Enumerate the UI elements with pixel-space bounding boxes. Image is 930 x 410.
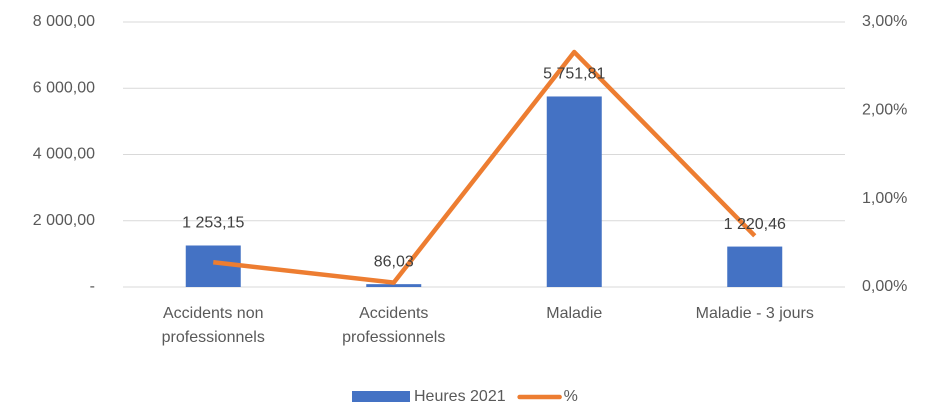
- data-label: 1 253,15: [182, 215, 244, 232]
- line: [212, 49, 757, 285]
- y-tick-label: -: [90, 278, 95, 295]
- y-tick-label: 4 000,00: [33, 146, 95, 163]
- data-label: 5 751,81: [543, 66, 605, 83]
- y-tick-label: 8 000,00: [33, 13, 95, 30]
- x-tick-label: Accidents professionnels: [342, 305, 446, 346]
- y-tick-label: 2 000,00: [33, 212, 95, 229]
- legend-swatch: [352, 391, 410, 402]
- legend-label: %: [564, 388, 578, 405]
- x-tick-label: Maladie: [546, 305, 603, 322]
- y2-tick-label: 2,00%: [862, 102, 907, 119]
- x-tick-label: Accidents non professionnels: [161, 305, 265, 346]
- y-tick-label: 6 000,00: [33, 79, 95, 96]
- data-label: 86,03: [374, 253, 414, 270]
- bar: [727, 246, 783, 287]
- bar: [546, 96, 602, 288]
- y2-tick-label: 0,00%: [862, 278, 907, 295]
- x-tick-label: Maladie - 3 jours: [695, 305, 814, 322]
- bar: [366, 284, 422, 287]
- data-label: 1 220,46: [724, 216, 786, 233]
- y2-tick-label: 1,00%: [862, 190, 907, 207]
- legend-label: Heures 2021: [414, 388, 506, 405]
- y2-tick-label: 3,00%: [862, 13, 907, 30]
